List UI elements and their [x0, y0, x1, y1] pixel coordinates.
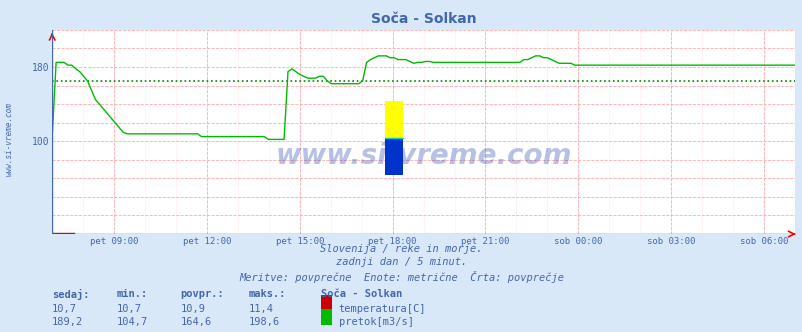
- Text: 11,4: 11,4: [249, 304, 273, 314]
- Text: 189,2: 189,2: [52, 317, 83, 327]
- Text: www.si-vreme.com: www.si-vreme.com: [5, 103, 14, 176]
- Text: min.:: min.:: [116, 289, 148, 299]
- Bar: [384, 101, 403, 138]
- Text: 198,6: 198,6: [249, 317, 280, 327]
- Text: maks.:: maks.:: [249, 289, 286, 299]
- Text: Soča - Solkan: Soča - Solkan: [321, 289, 402, 299]
- Text: povpr.:: povpr.:: [180, 289, 224, 299]
- Text: 104,7: 104,7: [116, 317, 148, 327]
- Text: temperatura[C]: temperatura[C]: [338, 304, 426, 314]
- Text: 164,6: 164,6: [180, 317, 212, 327]
- Text: zadnji dan / 5 minut.: zadnji dan / 5 minut.: [335, 257, 467, 267]
- Bar: [384, 138, 403, 175]
- Text: Meritve: povprečne  Enote: metrične  Črta: povprečje: Meritve: povprečne Enote: metrične Črta:…: [239, 271, 563, 283]
- Text: sedaj:: sedaj:: [52, 289, 90, 300]
- Text: 10,9: 10,9: [180, 304, 205, 314]
- Text: 10,7: 10,7: [52, 304, 77, 314]
- Text: Slovenija / reke in morje.: Slovenija / reke in morje.: [320, 244, 482, 254]
- Text: 10,7: 10,7: [116, 304, 141, 314]
- Title: Soča - Solkan: Soča - Solkan: [371, 12, 476, 26]
- Text: pretok[m3/s]: pretok[m3/s]: [338, 317, 413, 327]
- Text: www.si-vreme.com: www.si-vreme.com: [275, 142, 571, 170]
